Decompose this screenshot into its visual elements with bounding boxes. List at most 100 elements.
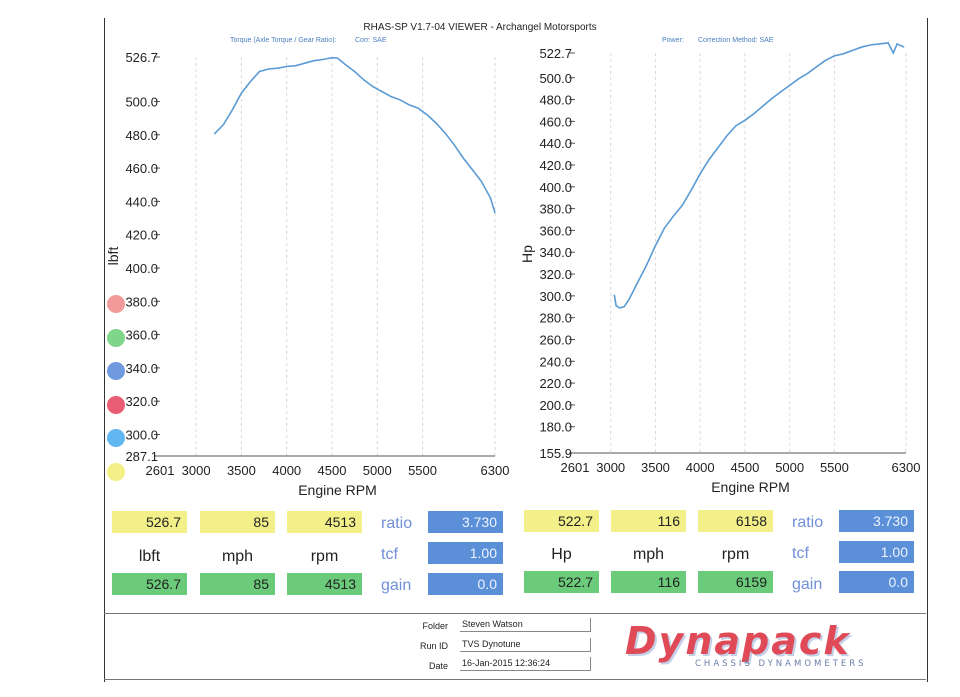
y-tick-label: 400.0: [539, 180, 572, 195]
gain-label: gain: [381, 577, 412, 594]
ratio-label: ratio: [381, 515, 413, 532]
y-tick-label: 440.0: [539, 136, 572, 151]
y-tick-label: 220.0: [539, 376, 572, 391]
x-axis-title: Engine RPM: [298, 482, 377, 498]
torque-mph-box-2: 85: [200, 573, 275, 595]
date-value: 16-Jan-2015 12:36:24: [460, 657, 591, 671]
ratio-label-right: ratio: [792, 514, 824, 531]
x-tick-label: 5500: [408, 463, 437, 478]
power-mph-box: 116: [611, 510, 686, 532]
x-tick-label: 3500: [227, 463, 256, 478]
power-rpm-box-2: 6159: [698, 571, 773, 593]
gain-label-right: gain: [792, 576, 823, 593]
y-tick-label: 340.0: [539, 245, 572, 260]
info-divider-top: [104, 613, 926, 614]
mph-label: mph: [221, 548, 254, 565]
x-tick-label: 2601: [146, 463, 175, 478]
legend-dot[interactable]: [107, 328, 125, 347]
y-tick-label: 420.0: [125, 228, 158, 243]
legend-dot[interactable]: [107, 362, 125, 380]
x-tick-label: 6300: [481, 463, 510, 478]
runid-value: TVS Dynotune: [460, 638, 591, 652]
power-correction: Correction Method: SAE: [698, 37, 774, 44]
legend-dot[interactable]: [107, 295, 125, 313]
ratio-value-right: 3.730: [839, 510, 914, 532]
rpm-label-right: rpm: [721, 546, 750, 563]
dynapack-logo: Dynapack CHASSIS DYNAMOMETERS: [625, 619, 910, 675]
series-line: [613, 42, 905, 309]
power-unit-label: Hp: [551, 546, 572, 563]
y-tick-label: 400.0: [125, 261, 158, 276]
torque-value-box-2: 526.7: [112, 573, 187, 595]
folder-label: Folder: [422, 621, 448, 631]
x-tick-label: 4500: [318, 463, 347, 478]
y-tick-label: 320.0: [539, 267, 572, 282]
x-axis-title: Engine RPM: [711, 479, 790, 495]
y-tick-label: 320.0: [125, 394, 158, 409]
date-label: Date: [428, 661, 448, 671]
x-tick-label: 5500: [820, 460, 849, 475]
legend-dot[interactable]: [107, 429, 125, 447]
power-subtitle: Power:: [662, 37, 684, 44]
y-tick-label: 360.0: [539, 223, 572, 238]
y-tick-label: 300.0: [539, 289, 572, 304]
x-tick-label: 4000: [272, 463, 301, 478]
tcf-value: 1.00: [428, 542, 503, 564]
app-title: RHAS-SP V1.7-04 VIEWER - Archangel Motor…: [363, 22, 597, 33]
y-tick-label: 440.0: [125, 194, 158, 209]
y-tick-label: 155.9: [539, 446, 572, 461]
x-tick-label: 5000: [363, 463, 392, 478]
y-tick-label: 522.7: [539, 46, 572, 61]
torque-rpm-box: 4513: [287, 511, 362, 533]
legend-dot[interactable]: [107, 395, 125, 414]
x-tick-label: 3000: [182, 463, 211, 478]
torque-unit-label: lbft: [138, 548, 161, 565]
dyno-sheet: [104, 18, 928, 682]
y-tick-label: 200.0: [539, 398, 572, 413]
runid-label: Run ID: [419, 641, 448, 651]
y-tick-label: 360.0: [125, 328, 158, 343]
y-tick-label: 280.0: [539, 311, 572, 326]
folder-value: Steven Watson: [460, 618, 591, 632]
power-value-box: 522.7: [524, 510, 599, 532]
x-tick-label: 3000: [596, 460, 625, 475]
gain-value: 0.0: [428, 573, 503, 595]
rpm-label: rpm: [310, 548, 339, 565]
y-tick-label: 380.0: [539, 202, 572, 217]
y-tick-label: 260.0: [539, 332, 572, 347]
y-tick-label: 420.0: [539, 158, 572, 173]
y-axis-title: Hp: [519, 245, 535, 263]
torque-value-box: 526.7: [112, 511, 187, 533]
torque-subtitle: Torque (Axle Torque / Gear Ratio):: [230, 37, 337, 44]
x-tick-label: 2601: [561, 460, 590, 475]
series-line: [213, 56, 496, 214]
legend-dot[interactable]: [107, 462, 125, 481]
y-tick-label: 460.0: [125, 161, 158, 176]
y-tick-label: 480.0: [125, 128, 158, 143]
y-tick-label: 526.7: [125, 50, 158, 65]
x-tick-label: 5000: [775, 460, 804, 475]
logo-tagline: CHASSIS DYNAMOMETERS: [695, 659, 867, 669]
x-tick-label: 4000: [686, 460, 715, 475]
y-tick-label: 240.0: [539, 354, 572, 369]
y-tick-label: 460.0: [539, 114, 572, 129]
y-tick-label: 500.0: [125, 94, 158, 109]
power-mph-box-2: 116: [611, 571, 686, 593]
power-value-box-2: 522.7: [524, 571, 599, 593]
y-tick-label: 480.0: [539, 93, 572, 108]
x-tick-label: 4500: [730, 460, 759, 475]
gain-value-right: 0.0: [839, 571, 914, 593]
y-axis-title: lbft: [105, 247, 121, 266]
tcf-value-right: 1.00: [839, 541, 914, 563]
x-tick-label: 3500: [641, 460, 670, 475]
tcf-label: tcf: [381, 546, 398, 563]
x-tick-label: 6300: [892, 460, 921, 475]
info-divider-bottom: [104, 679, 926, 680]
y-tick-label: 287.1: [125, 449, 158, 464]
y-tick-label: 340.0: [125, 361, 158, 376]
y-tick-label: 380.0: [125, 294, 158, 309]
torque-correction: Corr: SAE: [355, 37, 387, 44]
tcf-label-right: tcf: [792, 545, 809, 562]
